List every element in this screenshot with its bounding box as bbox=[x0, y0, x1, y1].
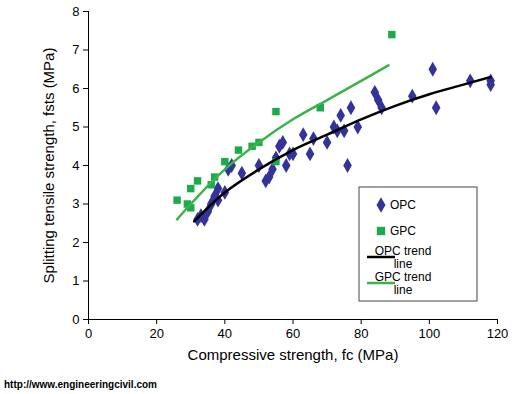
svg-text:20: 20 bbox=[149, 326, 163, 341]
html-text:http://www.engineeringcivil.co: http://www.engineeringcivil.com bbox=[4, 379, 157, 390]
svg-text:4: 4 bbox=[72, 158, 79, 173]
svg-text:6: 6 bbox=[72, 81, 79, 96]
svg-text:3: 3 bbox=[72, 196, 79, 211]
svg-text:OPC trendline: OPC trendline bbox=[375, 244, 432, 271]
svg-text:0: 0 bbox=[85, 326, 92, 341]
svg-text:0: 0 bbox=[72, 312, 79, 327]
svg-text:5: 5 bbox=[72, 119, 79, 134]
svg-text:OPC: OPC bbox=[390, 198, 416, 212]
svg-text:2: 2 bbox=[72, 235, 79, 250]
svg-text:8: 8 bbox=[72, 4, 79, 19]
svg-text:40: 40 bbox=[218, 326, 232, 341]
svg-text:100: 100 bbox=[418, 326, 440, 341]
svg-text:GPC trendline: GPC trendline bbox=[375, 270, 432, 297]
svg-text:60: 60 bbox=[286, 326, 300, 341]
svg-text:GPC: GPC bbox=[390, 224, 416, 238]
svg-text:80: 80 bbox=[354, 326, 368, 341]
svg-text:1: 1 bbox=[72, 273, 79, 288]
svg-text:Compressive strength, fc (MPa): Compressive strength, fc (MPa) bbox=[188, 346, 399, 363]
svg-text:Splitting tensile strength, fs: Splitting tensile strength, fsts (MPa) bbox=[40, 48, 57, 284]
svg-text:120: 120 bbox=[487, 326, 509, 341]
svg-text:7: 7 bbox=[72, 42, 79, 57]
